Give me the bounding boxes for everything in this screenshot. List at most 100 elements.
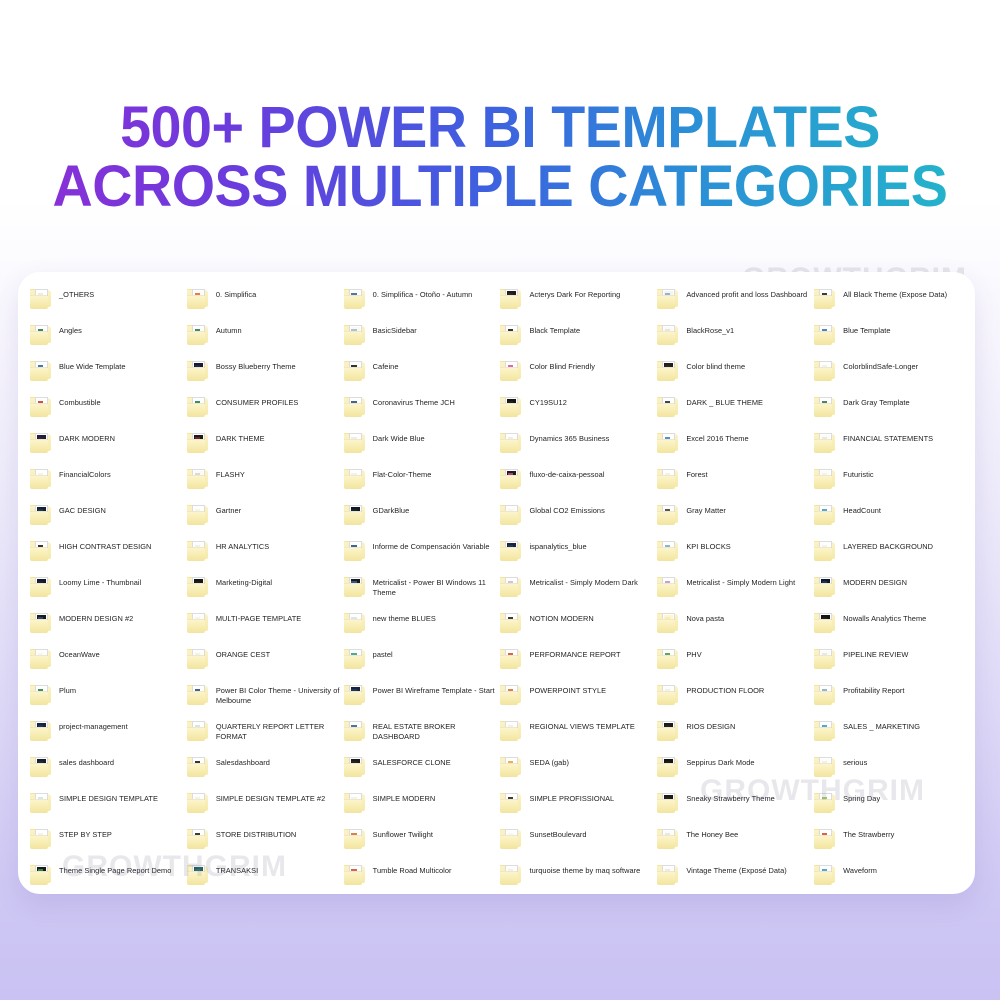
- folder-item[interactable]: STEP BY STEP: [30, 824, 187, 860]
- folder-item[interactable]: DARK MODERN: [30, 428, 187, 464]
- folder-item[interactable]: Theme Single Page Report Demo: [30, 860, 187, 894]
- folder-item[interactable]: Metricalist - Power BI Windows 11 Theme: [343, 572, 501, 608]
- folder-item[interactable]: POWERPOINT STYLE: [500, 680, 657, 716]
- folder-item[interactable]: Marketing-Digital: [186, 572, 344, 608]
- folder-item[interactable]: QUARTERLY REPORT LETTER FORMAT: [186, 716, 344, 752]
- folder-item[interactable]: _OTHERS: [30, 284, 187, 320]
- folder-item[interactable]: Salesdashboard: [186, 752, 344, 788]
- folder-item[interactable]: Gray Matter: [657, 500, 814, 536]
- folder-item[interactable]: Metricalist - Simply Modern Light: [657, 572, 814, 608]
- folder-item[interactable]: GDarkBlue: [343, 500, 501, 536]
- folder-item[interactable]: GAC DESIGN: [30, 500, 187, 536]
- folder-item[interactable]: Blue Wide Template: [30, 356, 187, 392]
- folder-item[interactable]: PRODUCTION FLOOR: [657, 680, 814, 716]
- folder-item[interactable]: MULTI-PAGE TEMPLATE: [186, 608, 344, 644]
- folder-item[interactable]: SIMPLE PROFISSIONAL: [500, 788, 657, 824]
- folder-item[interactable]: new theme BLUES: [343, 608, 501, 644]
- folder-item[interactable]: Coronavirus Theme JCH: [343, 392, 501, 428]
- folder-item[interactable]: Vintage Theme (Exposé Data): [657, 860, 814, 894]
- folder-item[interactable]: Nowalls Analytics Theme: [814, 608, 971, 644]
- folder-item[interactable]: RIOS DESIGN: [657, 716, 814, 752]
- folder-item[interactable]: SALESFORCE CLONE: [343, 752, 501, 788]
- folder-item[interactable]: STORE DISTRIBUTION: [186, 824, 344, 860]
- folder-item[interactable]: FINANCIAL STATEMENTS: [814, 428, 971, 464]
- folder-item[interactable]: REGIONAL VIEWS TEMPLATE: [500, 716, 657, 752]
- folder-item[interactable]: The Honey Bee: [657, 824, 814, 860]
- folder-item[interactable]: Cafeine: [343, 356, 501, 392]
- folder-item[interactable]: CY19SU12: [500, 392, 657, 428]
- folder-item[interactable]: SunsetBoulevard: [500, 824, 657, 860]
- folder-item[interactable]: SIMPLE DESIGN TEMPLATE: [30, 788, 187, 824]
- folder-item[interactable]: sales dashboard: [30, 752, 187, 788]
- folder-item[interactable]: Power BI Color Theme - University of Mel…: [186, 680, 344, 716]
- folder-item[interactable]: serious: [814, 752, 971, 788]
- folder-item[interactable]: BlackRose_v1: [657, 320, 814, 356]
- folder-item[interactable]: Loomy Lime - Thumbnail: [30, 572, 187, 608]
- folder-item[interactable]: Blue Template: [814, 320, 971, 356]
- folder-item[interactable]: HR ANALYTICS: [186, 536, 344, 572]
- folder-item[interactable]: Nova pasta: [657, 608, 814, 644]
- folder-item[interactable]: REAL ESTATE BROKER DASHBOARD: [343, 716, 501, 752]
- folder-item[interactable]: Bossy Blueberry Theme: [186, 356, 344, 392]
- folder-item[interactable]: 0. Simplifica - Otoño - Autumn: [343, 284, 501, 320]
- folder-item[interactable]: PHV: [657, 644, 814, 680]
- folder-item[interactable]: TRANSAKSI: [186, 860, 344, 894]
- folder-item[interactable]: Angles: [30, 320, 187, 356]
- folder-item[interactable]: Informe de Compensación Variable: [343, 536, 501, 572]
- folder-item[interactable]: KPI BLOCKS: [657, 536, 814, 572]
- folder-item[interactable]: FinancialColors: [30, 464, 187, 500]
- folder-item[interactable]: DARK THEME: [186, 428, 344, 464]
- folder-item[interactable]: Gartner: [186, 500, 344, 536]
- folder-item[interactable]: SIMPLE MODERN: [343, 788, 501, 824]
- folder-item[interactable]: SEDA (gab): [500, 752, 657, 788]
- folder-item[interactable]: SIMPLE DESIGN TEMPLATE #2: [186, 788, 344, 824]
- folder-item[interactable]: BasicSidebar: [343, 320, 501, 356]
- folder-item[interactable]: fluxo-de-caixa-pessoal: [500, 464, 657, 500]
- folder-item[interactable]: MODERN DESIGN #2: [30, 608, 187, 644]
- folder-item[interactable]: Dynamics 365 Business: [500, 428, 657, 464]
- folder-item[interactable]: The Strawberry: [814, 824, 971, 860]
- folder-item[interactable]: ColorblindSafe-Longer: [814, 356, 971, 392]
- folder-item[interactable]: Sneaky Strawberry Theme: [657, 788, 814, 824]
- folder-item[interactable]: SALES _ MARKETING: [814, 716, 971, 752]
- folder-item[interactable]: Acterys Dark For Reporting: [500, 284, 657, 320]
- folder-item[interactable]: PIPELINE REVIEW: [814, 644, 971, 680]
- folder-item[interactable]: Sunflower Twilight: [343, 824, 501, 860]
- folder-item[interactable]: Autumn: [186, 320, 344, 356]
- folder-item[interactable]: OceanWave: [30, 644, 187, 680]
- folder-item[interactable]: HeadCount: [814, 500, 971, 536]
- folder-item[interactable]: Seppirus Dark Mode: [657, 752, 814, 788]
- folder-item[interactable]: NOTION MODERN: [500, 608, 657, 644]
- folder-item[interactable]: Excel 2016 Theme: [657, 428, 814, 464]
- folder-item[interactable]: MODERN DESIGN: [814, 572, 971, 608]
- folder-item[interactable]: project-management: [30, 716, 187, 752]
- folder-item[interactable]: Advanced profit and loss Dashboard: [657, 284, 814, 320]
- folder-item[interactable]: Futuristic: [814, 464, 971, 500]
- folder-item[interactable]: Spring Day: [814, 788, 971, 824]
- folder-item[interactable]: 0. Simplifica: [186, 284, 344, 320]
- folder-item[interactable]: Forest: [657, 464, 814, 500]
- folder-item[interactable]: turquoise theme by maq software: [500, 860, 657, 894]
- folder-item[interactable]: Combustible: [30, 392, 187, 428]
- folder-item[interactable]: Profitability Report: [814, 680, 971, 716]
- folder-item[interactable]: FLASHY: [186, 464, 344, 500]
- folder-item[interactable]: ORANGE CEST: [186, 644, 344, 680]
- folder-item[interactable]: All Black Theme (Expose Data): [814, 284, 971, 320]
- folder-item[interactable]: ispanalytics_blue: [500, 536, 657, 572]
- folder-item[interactable]: Global CO2 Emissions: [500, 500, 657, 536]
- folder-item[interactable]: Plum: [30, 680, 187, 716]
- folder-item[interactable]: Power BI Wireframe Template - Start: [343, 680, 501, 716]
- folder-item[interactable]: Tumble Road Multicolor: [343, 860, 501, 894]
- folder-item[interactable]: Color blind theme: [657, 356, 814, 392]
- folder-item[interactable]: Dark Wide Blue: [343, 428, 501, 464]
- folder-item[interactable]: Black Template: [500, 320, 657, 356]
- folder-item[interactable]: Flat-Color-Theme: [343, 464, 501, 500]
- folder-item[interactable]: pastel: [343, 644, 501, 680]
- folder-item[interactable]: Metricalist - Simply Modern Dark: [500, 572, 657, 608]
- folder-item[interactable]: Dark Gray Template: [814, 392, 971, 428]
- folder-item[interactable]: HIGH CONTRAST DESIGN: [30, 536, 187, 572]
- folder-item[interactable]: DARK _ BLUE THEME: [657, 392, 814, 428]
- folder-item[interactable]: Waveform: [814, 860, 971, 894]
- folder-item[interactable]: LAYERED BACKGROUND: [814, 536, 971, 572]
- folder-item[interactable]: PERFORMANCE REPORT: [500, 644, 657, 680]
